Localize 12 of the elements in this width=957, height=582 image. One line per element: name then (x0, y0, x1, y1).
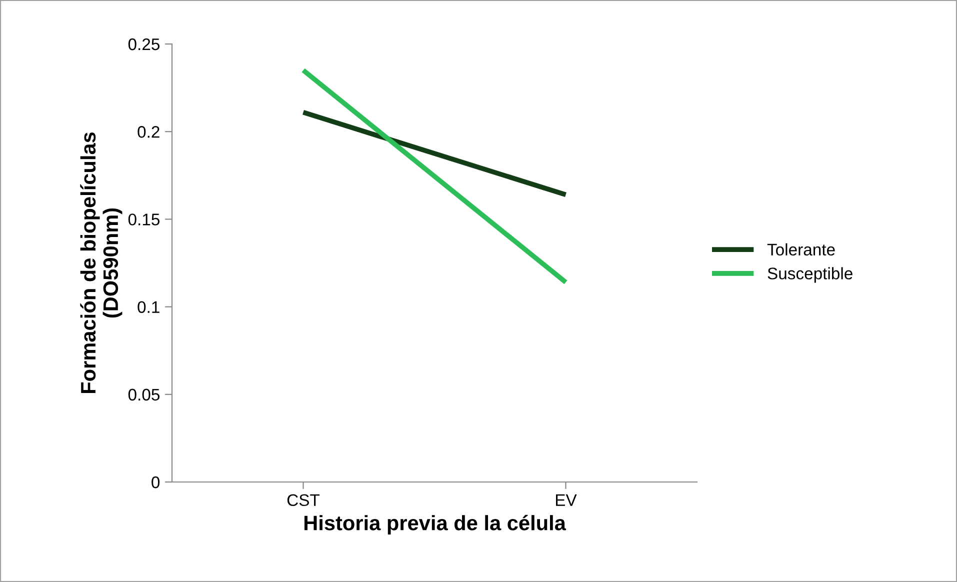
x-axis-title: Historia previa de la célula (304, 514, 566, 534)
y-tick-label: 0.2 (138, 126, 160, 138)
y-axis-title: Formación de biopelículas (DO590nm) (80, 132, 122, 393)
legend-label: Susceptible (768, 267, 852, 283)
y-tick-label: 0 (152, 476, 160, 488)
y-tick-label: 0.25 (128, 38, 160, 50)
y-tick-label: 0.05 (128, 388, 160, 401)
x-tick-label: EV (556, 494, 577, 506)
legend-label: Tolerante (767, 243, 835, 256)
x-tick-label: CST (287, 494, 320, 506)
y-tick-label: 0.15 (128, 214, 160, 226)
y-tick-label: 0.1 (138, 301, 160, 314)
